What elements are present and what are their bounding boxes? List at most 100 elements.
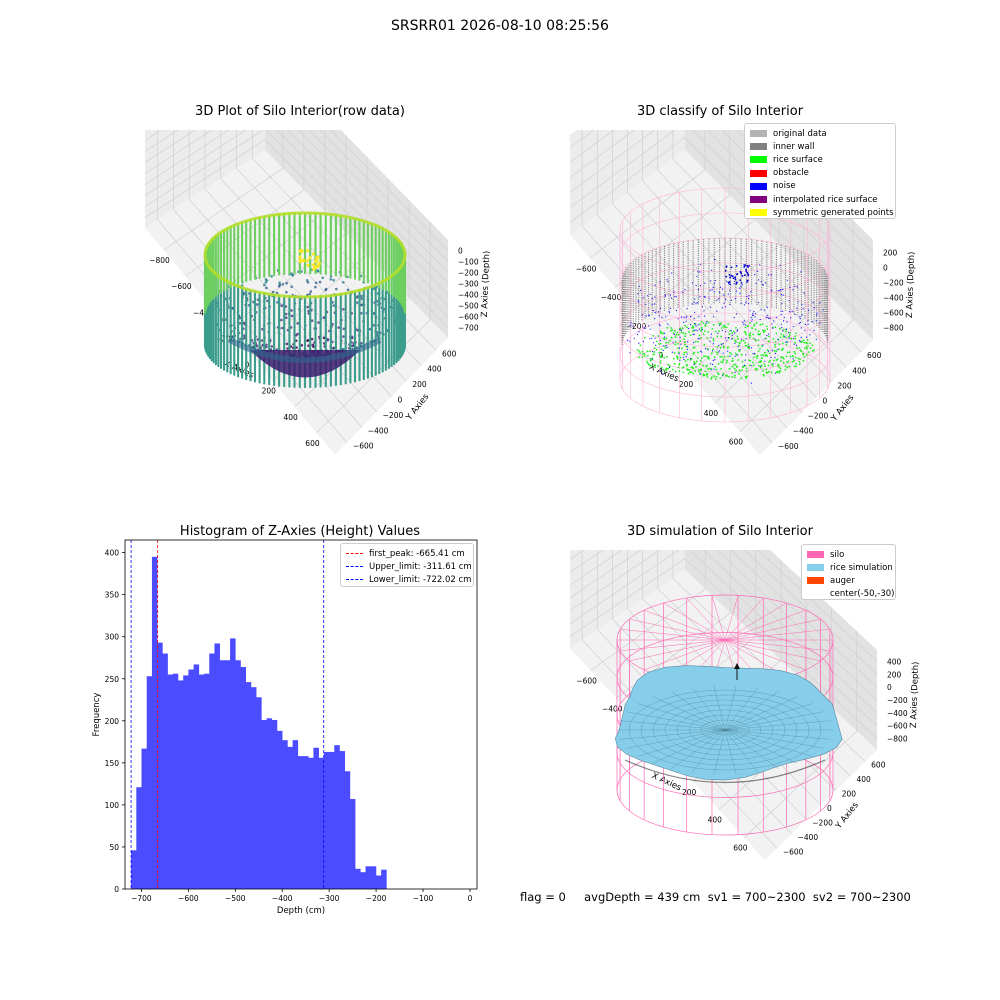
- y-tick-label: 600: [867, 351, 882, 360]
- point: [305, 279, 309, 282]
- point: [310, 337, 314, 341]
- noise-point: [770, 274, 772, 276]
- noise-point: [674, 295, 676, 297]
- rice-surface-point: [665, 341, 667, 344]
- rice-surface-point: [685, 345, 688, 348]
- legend-swatch: [750, 182, 767, 190]
- rice-surface-point: [761, 323, 764, 326]
- rice-surface-point: [730, 353, 733, 356]
- histogram-bar: [183, 675, 189, 889]
- rice-surface-point: [663, 345, 666, 348]
- silo-roof-wire: [629, 618, 726, 641]
- rice-surface-point: [711, 328, 714, 330]
- rice-surface-point: [722, 345, 725, 348]
- noise-point: [813, 307, 815, 309]
- rice-surface-point: [774, 343, 776, 346]
- rice-surface-point: [784, 365, 787, 368]
- rice-surface-point: [782, 335, 785, 338]
- noise-point: [651, 297, 653, 300]
- noise-point: [816, 312, 818, 314]
- rice-surface-point: [716, 353, 719, 355]
- noise-point: [652, 310, 654, 312]
- noise-point: [755, 282, 757, 284]
- rice-surface-point: [672, 357, 675, 360]
- noise-point: [736, 281, 738, 284]
- rice-surface-point: [695, 366, 697, 368]
- noise-point: [659, 307, 662, 309]
- noise-point: [694, 323, 696, 325]
- z-gridline: [569, 130, 656, 193]
- rice-surface-point: [744, 341, 747, 344]
- rice-surface-point: [649, 364, 651, 367]
- panel3-legend: first_peak: -665.41 cm Upper_limit: -311.…: [340, 543, 474, 587]
- point: [260, 339, 264, 342]
- rice-surface-point: [674, 341, 677, 343]
- y-tick-label: −200: [808, 412, 829, 421]
- rice-surface-point: [665, 337, 668, 340]
- rice-surface-point: [802, 359, 805, 362]
- rice-surface-point: [651, 364, 654, 367]
- noise-point: [637, 293, 639, 295]
- noise-point: [672, 342, 674, 344]
- rice-surface-point: [678, 370, 681, 372]
- noise-point: [713, 291, 715, 293]
- y-tick-label: −400: [798, 833, 819, 842]
- rice-surface-point: [675, 333, 678, 336]
- noise-point: [801, 314, 803, 316]
- noise-point: [660, 369, 662, 371]
- rice-surface-point: [717, 322, 720, 325]
- noise-point: [766, 306, 768, 309]
- noise-point: [714, 280, 716, 282]
- rice-surface-point: [680, 331, 683, 334]
- histogram-bar: [136, 787, 142, 889]
- rice-surface-point: [681, 327, 684, 329]
- noise-point: [686, 308, 688, 310]
- rice-surface-point: [646, 360, 648, 363]
- point: [342, 335, 345, 338]
- y-tick-label: −200: [383, 411, 404, 420]
- rice-surface-point: [686, 326, 688, 329]
- noise-point: [780, 313, 782, 315]
- panel2-3d-classify: −600−400−2000200400600−600−400−200020040…: [569, 130, 917, 455]
- rice-surface-point: [714, 330, 717, 333]
- z-tick-label: −300: [458, 279, 479, 288]
- rice-surface-point: [778, 327, 781, 330]
- surface-mesh: [724, 729, 737, 775]
- z-tick-label: −600: [883, 309, 904, 318]
- noise-point: [789, 286, 791, 288]
- y-tick-label: 0: [398, 396, 403, 405]
- noise-point: [764, 338, 766, 340]
- point: [238, 321, 242, 325]
- silo-roof-wire: [724, 628, 830, 641]
- legend-label: silo: [830, 549, 845, 560]
- rice-surface-point: [767, 364, 770, 367]
- legend-label: obstacle: [773, 168, 809, 179]
- z-gridline: [716, 550, 878, 701]
- rice-surface-point: [786, 366, 789, 369]
- rice-surface-point: [727, 323, 730, 325]
- noise-point: [776, 349, 778, 351]
- rice-surface-point: [660, 348, 663, 350]
- panel4-legend: silo rice simulation auger center(-50,-30): [801, 544, 896, 600]
- noise-point: [734, 276, 737, 279]
- noise-point: [678, 353, 680, 355]
- noise-point: [716, 310, 718, 312]
- noise-point: [712, 316, 715, 318]
- y-tick-label: −200: [812, 818, 833, 827]
- histogram-bar: [334, 745, 340, 889]
- rice-surface-point: [687, 358, 689, 361]
- rice-surface-point: [740, 353, 743, 356]
- noise-point: [760, 309, 762, 311]
- rice-surface-point: [704, 355, 707, 358]
- rice-surface-point: [689, 334, 692, 337]
- rice-surface-point: [696, 360, 698, 363]
- noise-point: [754, 352, 756, 355]
- noise-point: [710, 306, 712, 308]
- rice-surface-point: [772, 359, 775, 362]
- surface-mesh: [713, 729, 726, 775]
- rice-surface-point: [740, 377, 742, 380]
- noise-point: [649, 328, 651, 330]
- rice-surface-point: [762, 373, 765, 376]
- legend-swatch: [807, 591, 824, 598]
- point: [329, 275, 333, 278]
